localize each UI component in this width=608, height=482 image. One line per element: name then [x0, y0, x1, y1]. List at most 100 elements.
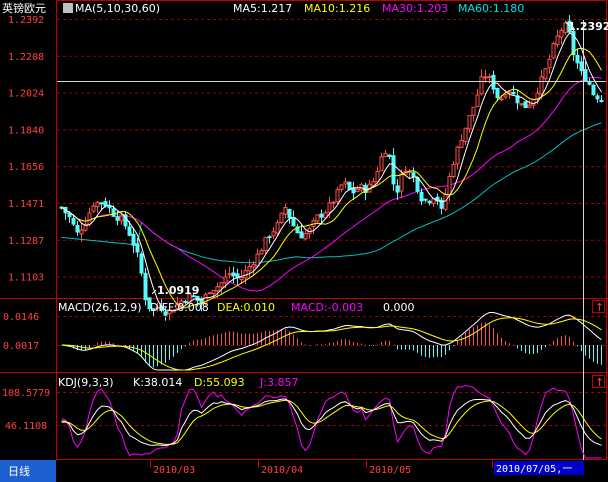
kdj-scroll-arrow: ↑: [595, 376, 604, 389]
macd-diff-line: [61, 312, 602, 371]
price-gridlines: [57, 19, 606, 278]
candle-body: [147, 297, 152, 310]
price-axis-label: 1.1103: [8, 273, 44, 284]
candle-body: [571, 30, 576, 56]
candle-body: [259, 250, 264, 255]
candle-body: [547, 58, 552, 69]
candle-body: [331, 201, 336, 204]
kdj-d: D:55.093: [194, 376, 245, 389]
candle-body: [487, 75, 492, 78]
candle-body: [543, 68, 548, 80]
candle-body: [239, 276, 244, 281]
candle-body: [139, 253, 144, 274]
low-price-label: 1.0919: [157, 284, 199, 297]
candle-body: [107, 205, 112, 209]
candle-body: [271, 231, 276, 237]
date-label-apr: 2010/04: [261, 465, 303, 476]
candle-body: [135, 243, 140, 253]
candle-body: [203, 294, 208, 304]
macd-lines: [61, 312, 602, 371]
ma10-line: [61, 47, 602, 309]
chart-frame: [56, 0, 607, 460]
macd-dea: DEA:0.010: [217, 301, 275, 314]
period-tab[interactable]: [0, 460, 56, 482]
candle-body: [279, 212, 284, 223]
candle-body: [287, 208, 292, 219]
candle-body: [95, 201, 100, 208]
candle-body: [315, 214, 320, 222]
candle-body: [119, 215, 124, 222]
candle-body: [591, 84, 596, 96]
candle-body: [499, 98, 504, 101]
kdj-j: J:3.857: [259, 376, 298, 389]
period-tab-label: 日线: [8, 464, 30, 478]
candle-body: [323, 212, 328, 219]
candle-body: [123, 214, 128, 227]
candle-body: [399, 173, 404, 192]
candle-body: [207, 292, 212, 295]
macd-title: MACD(26,12,9): [58, 301, 142, 314]
candle-body: [283, 207, 288, 215]
candle-body: [551, 43, 556, 59]
candle-body: [415, 177, 420, 192]
macd-histogram: [65, 322, 602, 368]
candle-body: [219, 282, 224, 288]
candle-body: [567, 20, 572, 33]
candle-body: [503, 94, 508, 98]
candle-body: [463, 127, 468, 142]
candle-body: [419, 191, 424, 202]
candle-body: [71, 217, 76, 225]
candle-body: [211, 289, 216, 295]
candle-body: [155, 306, 160, 309]
candle-body: [387, 154, 392, 157]
candle-body: [531, 98, 536, 106]
candle-body: [459, 140, 464, 148]
candlesticks: [59, 15, 604, 321]
ma30-path: [61, 76, 602, 292]
high-price-label: 1.2392: [568, 20, 608, 33]
candle-body: [267, 236, 272, 239]
candle-body: [507, 91, 512, 94]
candle-body: [255, 253, 260, 267]
ma30-line: [61, 76, 602, 292]
candle-body: [251, 264, 256, 268]
candle-body: [187, 293, 192, 304]
macd-scroll-button[interactable]: [592, 300, 605, 313]
candle-body: [231, 272, 236, 277]
kdj-d-line: [61, 399, 602, 445]
candle-body: [475, 94, 480, 107]
candle-body: [599, 99, 604, 102]
kdj-lines: [61, 385, 602, 459]
cursor-date: 2010/07/05,一: [496, 464, 572, 475]
candle-body: [411, 172, 416, 178]
macd-extra: 0.000: [383, 301, 415, 314]
candle-body: [355, 188, 360, 192]
candle-body: [563, 22, 568, 33]
candle-body: [87, 212, 92, 225]
candle-body: [379, 156, 384, 172]
candle-body: [451, 164, 456, 177]
ma-indicator-icon[interactable]: [63, 3, 73, 13]
ma10-path: [61, 47, 602, 309]
macd-scroll-arrow: ↑: [595, 301, 604, 314]
kdj-scroll-button[interactable]: [592, 375, 605, 388]
candle-body: [447, 175, 452, 196]
ma60-line: [61, 122, 602, 264]
candle-body: [91, 205, 96, 212]
ma5-value: MA5:1.217: [233, 2, 292, 15]
candle-body: [371, 181, 376, 187]
instrument-name: 英镑欧元: [2, 1, 46, 15]
candle-body: [395, 185, 400, 193]
candle-body: [179, 300, 184, 306]
candle-body: [443, 193, 448, 210]
date-label-may: 2010/05: [369, 465, 411, 476]
candle-body: [215, 286, 220, 292]
macd-axis-top: 0.0146: [3, 312, 39, 323]
ma-indicator-label: MA(5,10,30,60): [75, 2, 160, 15]
candle-body: [583, 69, 588, 82]
candle-body: [183, 301, 188, 304]
candle-body: [83, 223, 88, 231]
candle-body: [299, 231, 304, 239]
